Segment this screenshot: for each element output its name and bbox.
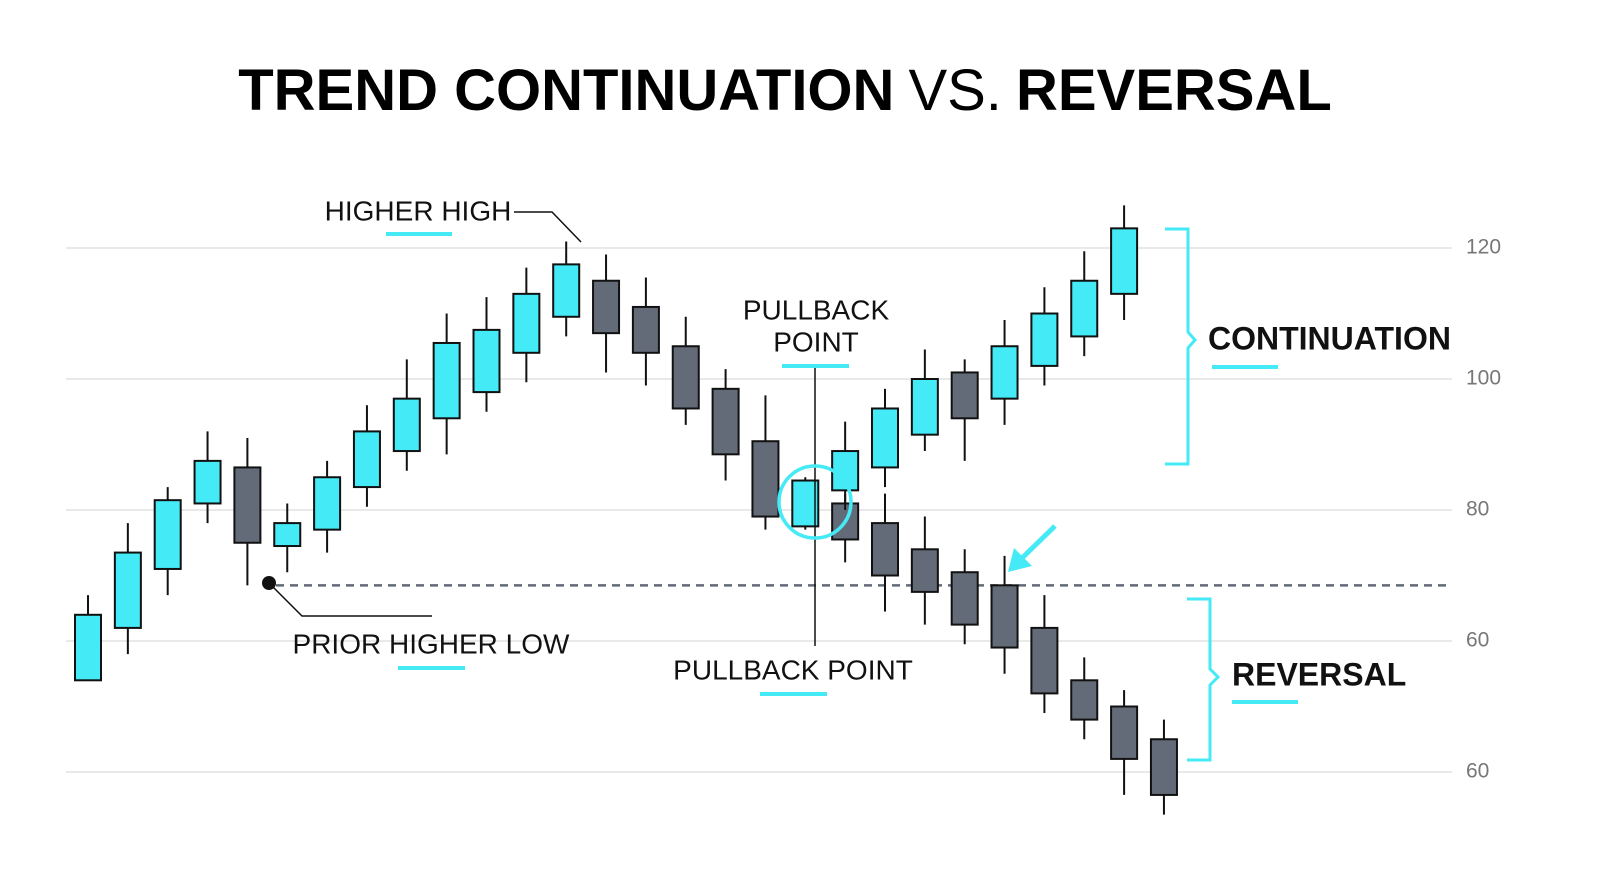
candle-body	[472, 328, 501, 394]
candle-body	[871, 407, 899, 469]
candle-body	[273, 522, 302, 548]
annotation: PRIOR HIGHER LOW	[293, 628, 570, 659]
title-part: REVERSAL	[1016, 58, 1332, 123]
candle-body	[1030, 626, 1059, 695]
y-tick-label: 80	[1466, 498, 1489, 521]
candle-body	[592, 279, 621, 335]
candle-body	[552, 263, 581, 318]
candle-body	[313, 476, 342, 531]
candle-body	[1110, 705, 1139, 760]
candle-body	[1030, 312, 1059, 367]
candle-body	[631, 305, 660, 354]
annotation: PULLBACK POINT	[673, 654, 913, 685]
candle-body	[153, 499, 182, 570]
marker-dot	[262, 576, 276, 590]
candle-body	[791, 479, 820, 528]
y-tick-label: 100	[1466, 367, 1501, 390]
candle-body	[233, 466, 262, 544]
connector	[514, 211, 582, 243]
annotation: REVERSAL	[1232, 656, 1406, 692]
candle-body	[352, 430, 381, 489]
annotations: HIGHER HIGH PULLBACK POINT PRIOR HIGHER …	[262, 195, 1451, 762]
candle-body	[1070, 679, 1099, 721]
candle-body	[432, 341, 461, 420]
candles	[74, 205, 1178, 815]
bracket	[1165, 227, 1197, 466]
annotation: CONTINUATION	[1208, 320, 1451, 356]
annotation: PULLBACK	[743, 294, 890, 325]
candle-body	[950, 371, 979, 420]
candle-body	[871, 522, 899, 577]
y-tick-label: 60	[1466, 760, 1489, 783]
candle-body	[990, 345, 1019, 400]
arrow	[1018, 524, 1057, 562]
connector	[269, 583, 432, 617]
candle-body	[990, 584, 1019, 649]
annotation: POINT	[773, 326, 859, 357]
candle-body	[950, 571, 979, 626]
y-tick-label: 60	[1466, 629, 1489, 652]
candle-body	[1149, 738, 1178, 796]
candle-body	[512, 292, 541, 354]
candle-body	[711, 387, 740, 456]
candle-body	[193, 459, 222, 505]
candle-body	[1070, 279, 1099, 338]
candle-body	[113, 551, 142, 629]
highlight-circle	[777, 464, 853, 540]
candle-body	[910, 378, 939, 436]
candle-body	[671, 345, 700, 410]
candle-body	[392, 397, 421, 453]
chart-title: TREND CONTINUATION VS. REVERSAL	[238, 58, 1332, 123]
title-part: TREND CONTINUATION	[238, 58, 894, 123]
candle-body	[751, 440, 780, 518]
grid: 120 100 80 60 60	[66, 236, 1501, 783]
annotation: HIGHER HIGH	[325, 195, 512, 226]
candle-body	[74, 613, 102, 682]
candle-body	[1110, 227, 1139, 295]
arrow-head	[1008, 548, 1032, 572]
candle-body	[910, 548, 939, 593]
bracket	[1187, 597, 1221, 762]
y-tick-label: 120	[1466, 236, 1501, 259]
title-part: VS.	[908, 58, 1002, 123]
